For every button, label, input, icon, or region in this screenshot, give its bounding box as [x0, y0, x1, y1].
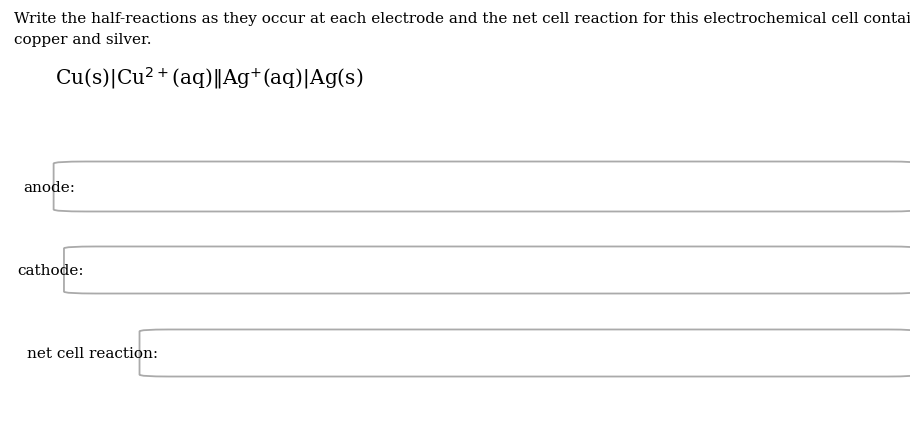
Text: net cell reaction:: net cell reaction: [27, 346, 158, 360]
Text: anode:: anode: [23, 180, 75, 194]
Text: cathode:: cathode: [17, 263, 84, 277]
FancyBboxPatch shape [64, 247, 910, 294]
Text: copper and silver.: copper and silver. [14, 33, 151, 47]
FancyBboxPatch shape [139, 330, 910, 377]
Text: Cu(s)$|$Cu$^{2+}$(aq)$\|$Ag$^{+}$(aq)$|$Ag(s): Cu(s)$|$Cu$^{2+}$(aq)$\|$Ag$^{+}$(aq)$|$… [55, 65, 363, 91]
FancyBboxPatch shape [54, 162, 910, 212]
Text: Write the half-reactions as they occur at each electrode and the net cell reacti: Write the half-reactions as they occur a… [14, 12, 910, 26]
